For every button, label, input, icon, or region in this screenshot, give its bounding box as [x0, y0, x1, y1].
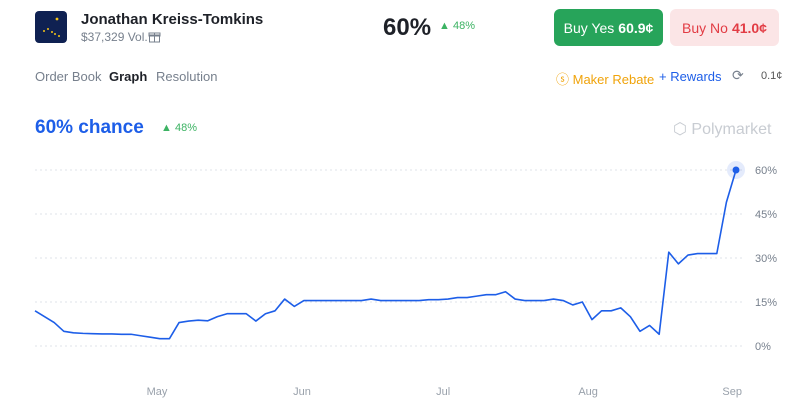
rewards-label: Rewards — [670, 69, 722, 84]
buy-yes-price: 60.9¢ — [618, 19, 654, 36]
chart: 0% 15% 30% 45% 60% May Jun Jul Aug Sep — [34, 161, 777, 398]
buy-no-button[interactable]: Buy No 41.0¢ — [670, 9, 779, 46]
chart-change-value: 48% — [174, 122, 197, 134]
market-title: Jonathan Kreiss-Tomkins — [81, 11, 264, 28]
chart-title: 60% chance — [35, 117, 144, 138]
maker-rebate[interactable]: ⓢ Maker Rebate — [556, 72, 655, 87]
y-tick-label: 0% — [755, 341, 771, 353]
price-line — [34, 169, 737, 340]
gift-icon — [148, 32, 161, 43]
spread: 0.1¢ — [761, 70, 783, 82]
tab[interactable]: Order Book — [35, 69, 102, 84]
x-tick-label: Jul — [436, 386, 450, 398]
maker-rebate-label: Maker Rebate — [572, 72, 655, 87]
change: ▲ 48% — [439, 20, 475, 32]
volume: $37,329 Vol. — [81, 30, 148, 44]
price: 60% — [383, 14, 432, 41]
x-tick-label: Sep — [722, 386, 742, 398]
tab-active[interactable]: Graph — [109, 69, 148, 84]
y-tick-label: 15% — [755, 297, 777, 309]
market-icon — [35, 11, 67, 43]
tab[interactable]: Resolution — [156, 69, 218, 84]
buy-no-label: Buy No — [682, 19, 728, 36]
refresh-icon[interactable]: ⟳ — [732, 67, 744, 83]
rewards[interactable]: + Rewards — [659, 69, 722, 84]
x-tick-label: Jun — [293, 386, 311, 398]
x-tick-label: May — [147, 386, 168, 398]
y-tick-label: 60% — [755, 165, 777, 177]
chart-change: ▲ 48% — [161, 122, 197, 134]
watermark: ⬡ Polymarket — [673, 121, 772, 138]
x-tick-label: Aug — [578, 386, 598, 398]
y-tick-label: 45% — [755, 209, 777, 221]
buy-yes-label: Buy Yes — [563, 19, 615, 36]
last-point — [732, 166, 740, 174]
watermark-text: Polymarket — [691, 121, 772, 138]
y-tick-label: 30% — [755, 253, 777, 265]
buy-no-price: 41.0¢ — [731, 19, 767, 36]
change-value: 48% — [452, 20, 475, 32]
buy-yes-button[interactable]: Buy Yes 60.9¢ — [554, 9, 663, 46]
